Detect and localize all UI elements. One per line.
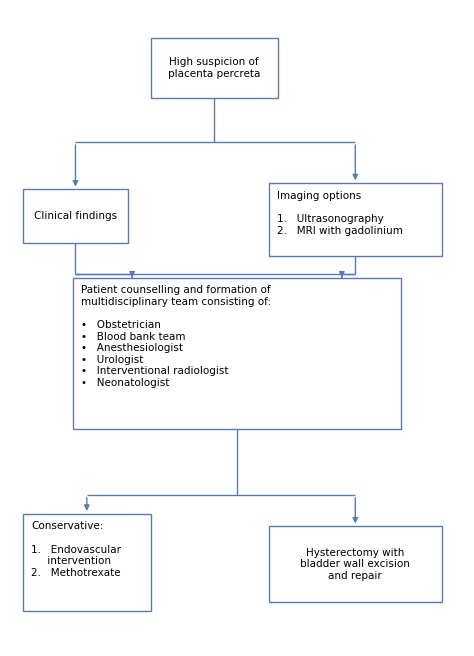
Text: Clinical findings: Clinical findings: [34, 211, 117, 221]
Text: Conservative:

1.   Endovascular
     intervention
2.   Methotrexate: Conservative: 1. Endovascular interventi…: [31, 522, 121, 578]
Text: Patient counselling and formation of
multidisciplinary team consisting of:

•   : Patient counselling and formation of mul…: [82, 285, 272, 388]
FancyBboxPatch shape: [269, 526, 442, 602]
FancyBboxPatch shape: [269, 183, 442, 256]
FancyBboxPatch shape: [23, 514, 151, 611]
FancyBboxPatch shape: [73, 277, 401, 429]
FancyBboxPatch shape: [151, 38, 278, 98]
Text: Hysterectomy with
bladder wall excision
and repair: Hysterectomy with bladder wall excision …: [301, 548, 410, 581]
Text: High suspicion of
placenta percreta: High suspicion of placenta percreta: [168, 58, 260, 79]
Text: Imaging options

1.   Ultrasonography
2.   MRI with gadolinium: Imaging options 1. Ultrasonography 2. MR…: [277, 191, 403, 236]
FancyBboxPatch shape: [23, 190, 128, 243]
